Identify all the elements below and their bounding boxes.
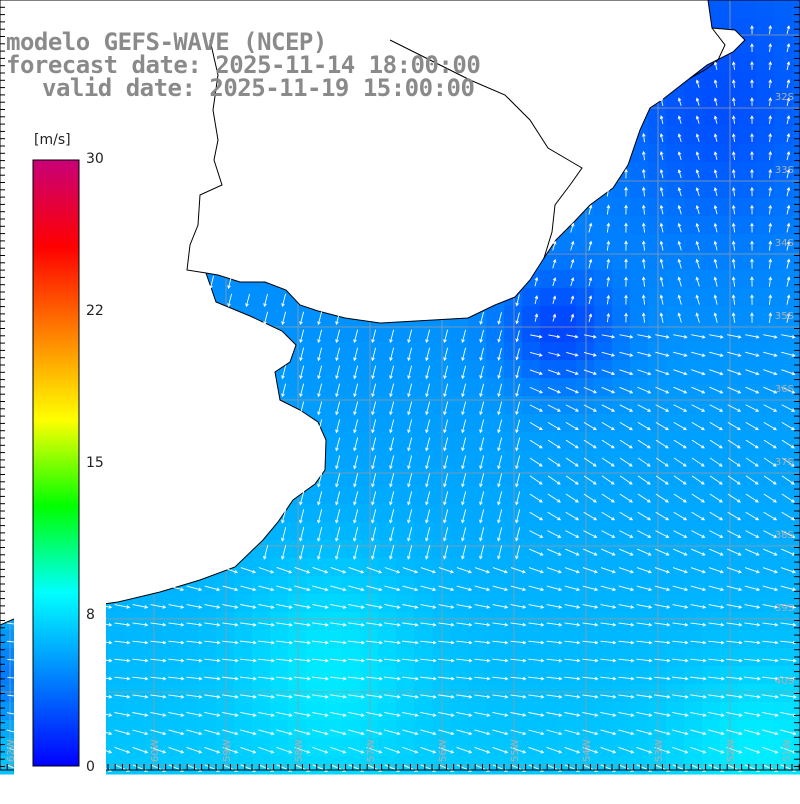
lon-label: 53W (654, 739, 665, 762)
lat-label: 40S (775, 676, 794, 687)
lat-label: 36S (775, 384, 794, 395)
lon-label: 51W (782, 739, 793, 762)
lat-label: 38S (775, 530, 794, 541)
lat-label: 33S (775, 165, 794, 176)
colorbar-tick-30: 30 (86, 151, 104, 167)
lon-label: 52W (726, 739, 737, 762)
colorbar-unit: [m/s] (34, 132, 71, 148)
colorbar-tick-22: 22 (86, 303, 104, 319)
lon-label: 55W (510, 739, 521, 762)
lon-label: 59W (222, 739, 233, 762)
colorbar-tick-8: 8 (86, 607, 95, 623)
lon-label: 54W (582, 739, 593, 762)
lat-label: 35S (775, 311, 794, 322)
colorbar-tick-15: 15 (86, 455, 104, 471)
lon-label: 58W (294, 739, 305, 762)
lat-label: 32S (775, 92, 794, 103)
colorbar-tick-0: 0 (86, 759, 95, 775)
valid-date: valid date: 2025-11-19 15:00:00 (42, 74, 474, 102)
lon-label: 57W (366, 739, 377, 762)
lon-label: 60W (150, 739, 161, 762)
lat-label: 37S (775, 457, 794, 468)
colorbar-gradient (33, 160, 79, 766)
lat-label: 39S (775, 603, 794, 614)
lat-label: 34S (775, 238, 794, 249)
lon-label: 56W (438, 739, 449, 762)
